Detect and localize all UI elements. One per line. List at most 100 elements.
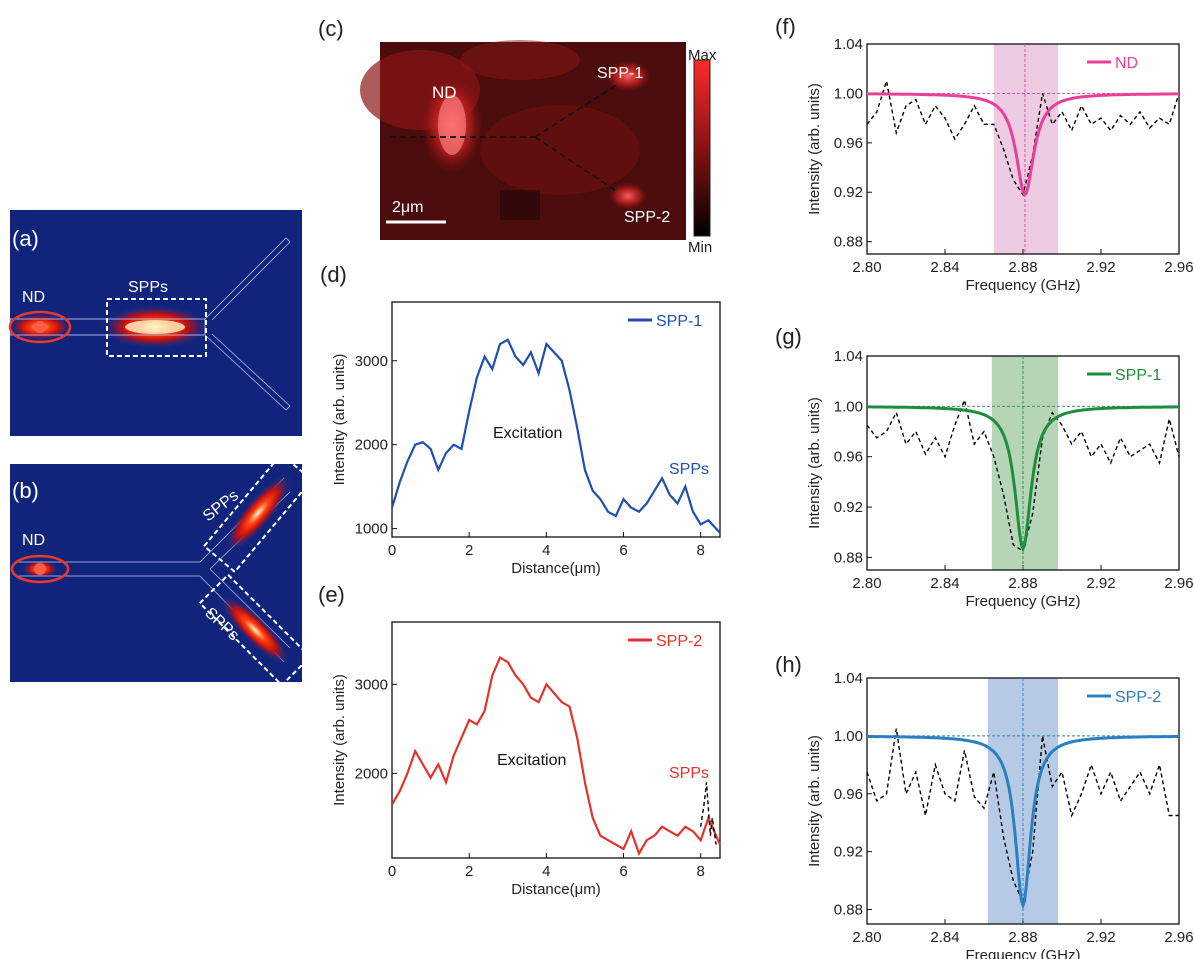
panel-h-label: (h) — [775, 652, 802, 677]
panel-c-scale-label: 2μm — [392, 199, 423, 216]
panel-c-label: (c) — [318, 16, 344, 41]
chart-f-ytick-label: 1.00 — [834, 85, 863, 102]
chart-g-ylabel: Intensity (arb. units) — [806, 397, 823, 529]
chart-h-series-0 — [866, 728, 1179, 905]
chart-d-xtick-label: 4 — [542, 542, 550, 559]
chart-g-ytick-label: 0.92 — [834, 499, 863, 516]
chart-h-xtick-label: 2.80 — [852, 929, 881, 946]
panel-a-spps-label: SPPs — [128, 279, 168, 296]
chart-d-ytick-label: 3000 — [355, 353, 388, 370]
chart-d-xtick-label: 2 — [465, 542, 473, 559]
chart-f-xtick-label: 2.84 — [930, 259, 959, 276]
chart-e-ylabel: Intensity (arb. units) — [331, 674, 348, 806]
chart-e-xtick-label: 4 — [542, 863, 550, 880]
chart-f-xtick-label: 2.88 — [1008, 259, 1037, 276]
chart-f-ytick-label: 0.96 — [834, 135, 863, 152]
chart-e-ytick-label: 3000 — [355, 676, 388, 693]
chart-e-xlabel: Distance(μm) — [511, 881, 601, 898]
panel-a-label: (a) — [12, 226, 39, 251]
panel-b: (b) ND SPPs SPPs — [10, 452, 314, 687]
chart-f-ylabel: Intensity (arb. units) — [806, 83, 823, 215]
chart-h-ytick-label: 1.00 — [834, 728, 863, 745]
chart-g-ytick-label: 1.04 — [834, 348, 863, 365]
chart-g-xtick-label: 2.88 — [1008, 575, 1037, 592]
chart-f-fit — [867, 92, 1179, 197]
chart-d-legend-label: SPP-1 — [656, 313, 702, 330]
chart-f: 2.80 2.84 2.88 2.92 2.96 0.88 0.92 0.96 1.00 1.04… — [806, 36, 1194, 294]
chart-h-ylabel: Intensity (arb. units) — [806, 735, 823, 867]
chart-h-ytick-label: 0.96 — [834, 786, 863, 803]
chart-f-ytick-label: 1.04 — [834, 36, 863, 53]
chart-h-xlabel: Frequency (GHz) — [965, 947, 1080, 959]
chart-h: 2.80 2.84 2.88 2.92 2.96 0.88 0.92 0.96 1.00 1.04… — [806, 670, 1194, 959]
panel-g-label: (g) — [775, 324, 802, 349]
panel-b-nd-dot — [34, 563, 46, 575]
panel-e-label: (e) — [318, 582, 345, 607]
panel-c-spp2-spot — [608, 182, 648, 210]
chart-e-xtick-label: 8 — [697, 863, 705, 880]
panel-b-spp-top-hotspot — [224, 473, 292, 553]
chart-e-legend-label: SPP-2 — [656, 633, 702, 650]
chart-d-xtick-label: 8 — [697, 542, 705, 559]
chart-f-xtick-label: 2.96 — [1164, 259, 1193, 276]
chart-d-xtick-label: 0 — [388, 542, 396, 559]
chart-d-xlabel: Distance(μm) — [511, 560, 601, 577]
chart-g-ytick-label: 0.96 — [834, 449, 863, 466]
chart-d: 0 2 4 6 8 1000 2000 3000 Distance(μm) Intensity (… — [331, 301, 721, 577]
panel-c: (c) 2μm ND SPP-1 SPP-2 Max Min — [318, 16, 717, 256]
panel-a-nd-label: ND — [22, 289, 45, 306]
chart-e-ytick-label: 2000 — [355, 765, 388, 782]
chart-f-xlabel: Frequency (GHz) — [965, 277, 1080, 294]
chart-h-ytick-label: 0.92 — [834, 844, 863, 861]
panel-b-nd-label: ND — [22, 532, 45, 549]
panel-c-cbar-min: Min — [688, 239, 712, 256]
panel-b-nd-circle — [10, 554, 70, 584]
panel-b-label: (b) — [12, 478, 39, 503]
chart-f-xtick-label: 2.80 — [852, 259, 881, 276]
chart-d-series-0 — [390, 338, 721, 534]
chart-g-ytick-label: 0.88 — [834, 549, 863, 566]
chart-h-xtick-label: 2.84 — [930, 929, 959, 946]
panel-c-spp2-label: SPP-2 — [624, 209, 670, 226]
chart-g: 2.80 2.84 2.88 2.92 2.96 0.88 0.92 0.96 1.00 1.04… — [806, 348, 1194, 610]
chart-d-ylabel: Intensity (arb. units) — [331, 354, 348, 486]
panel-a-nd-circle — [8, 310, 72, 344]
chart-f-ytick-label: 0.92 — [834, 184, 863, 201]
panel-c-spp1-spot — [604, 60, 652, 92]
chart-d-ytick-label: 2000 — [355, 437, 388, 454]
chart-g-xtick-label: 2.92 — [1086, 575, 1115, 592]
chart-e-xtick-label: 0 — [388, 863, 396, 880]
chart-h-legend-label: SPP-2 — [1115, 689, 1161, 706]
panel-c-nd-label: ND — [432, 83, 457, 102]
panel-f-label: (f) — [775, 14, 796, 39]
panel-c-spp1-label: SPP-1 — [597, 65, 643, 82]
chart-e-series-1 — [700, 782, 717, 845]
chart-e-series-0 — [391, 656, 722, 857]
chart-e-xtick-label: 2 — [465, 863, 473, 880]
panel-a-nd-dot — [34, 321, 46, 333]
chart-h-xtick-label: 2.88 — [1008, 929, 1037, 946]
panel-a-spp-box — [106, 298, 207, 357]
panel-b-spp-top-box — [202, 452, 314, 574]
chart-g-xtick-label: 2.96 — [1164, 575, 1193, 592]
chart-g-xlabel: Frequency (GHz) — [965, 593, 1080, 610]
chart-h-xtick-label: 2.96 — [1164, 929, 1193, 946]
chart-e-xtick-label: 6 — [619, 863, 627, 880]
panel-c-colorbar — [693, 59, 711, 237]
chart-h-xtick-label: 2.92 — [1086, 929, 1115, 946]
chart-d-xtick-label: 6 — [619, 542, 627, 559]
panel-b-waveguide — [18, 561, 200, 577]
chart-h-ytick-label: 0.88 — [834, 902, 863, 919]
panel-c-cbar-max: Max — [688, 47, 717, 64]
panel-e-spps-label: SPPs — [669, 765, 709, 782]
panel-d-label: (d) — [320, 262, 347, 287]
chart-f-band — [993, 44, 1059, 254]
panel-e-excitation-label: Excitation — [497, 752, 566, 769]
panel-d-excitation-label: Excitation — [493, 425, 562, 442]
chart-g-xtick-label: 2.80 — [852, 575, 881, 592]
chart-e-frame — [391, 621, 721, 859]
chart-f-ytick-label: 0.88 — [834, 234, 863, 251]
chart-e: 0 2 4 6 8 2000 3000 Distance(μm) Intensity (arb.… — [331, 621, 722, 898]
chart-g-series-0 — [866, 397, 1180, 553]
